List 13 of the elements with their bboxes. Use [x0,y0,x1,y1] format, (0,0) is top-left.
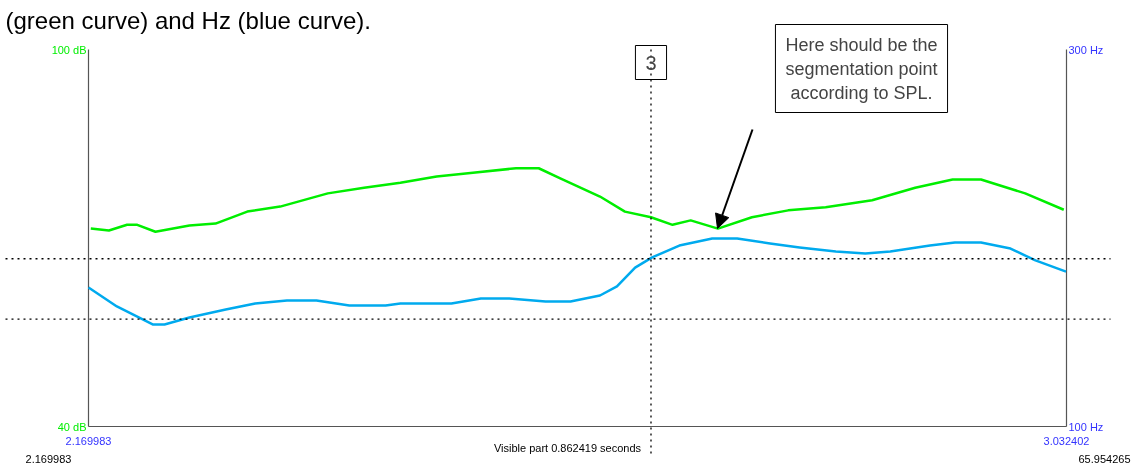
annotation: Here should be the segmentation point according to SPL. [785,34,938,103]
text: (green curve) and Hz (blue curve). [5,7,371,34]
text: 65.954265 [1078,452,1131,465]
y2-tick-label: 100 Hz [1068,420,1104,433]
text: 2.169983 [25,452,72,465]
line-series [87,237,1068,326]
line-series [89,167,1066,233]
y-tick-label: 40 dB [57,420,87,433]
y-tick-label: 100 dB [51,43,87,56]
x-tick-label: 3.032402 [1043,434,1090,447]
text: Visible part 0.862419 seconds [493,441,642,454]
y2-tick-label: 300 Hz [1068,43,1104,56]
ref-line-label: 3 [645,51,657,74]
